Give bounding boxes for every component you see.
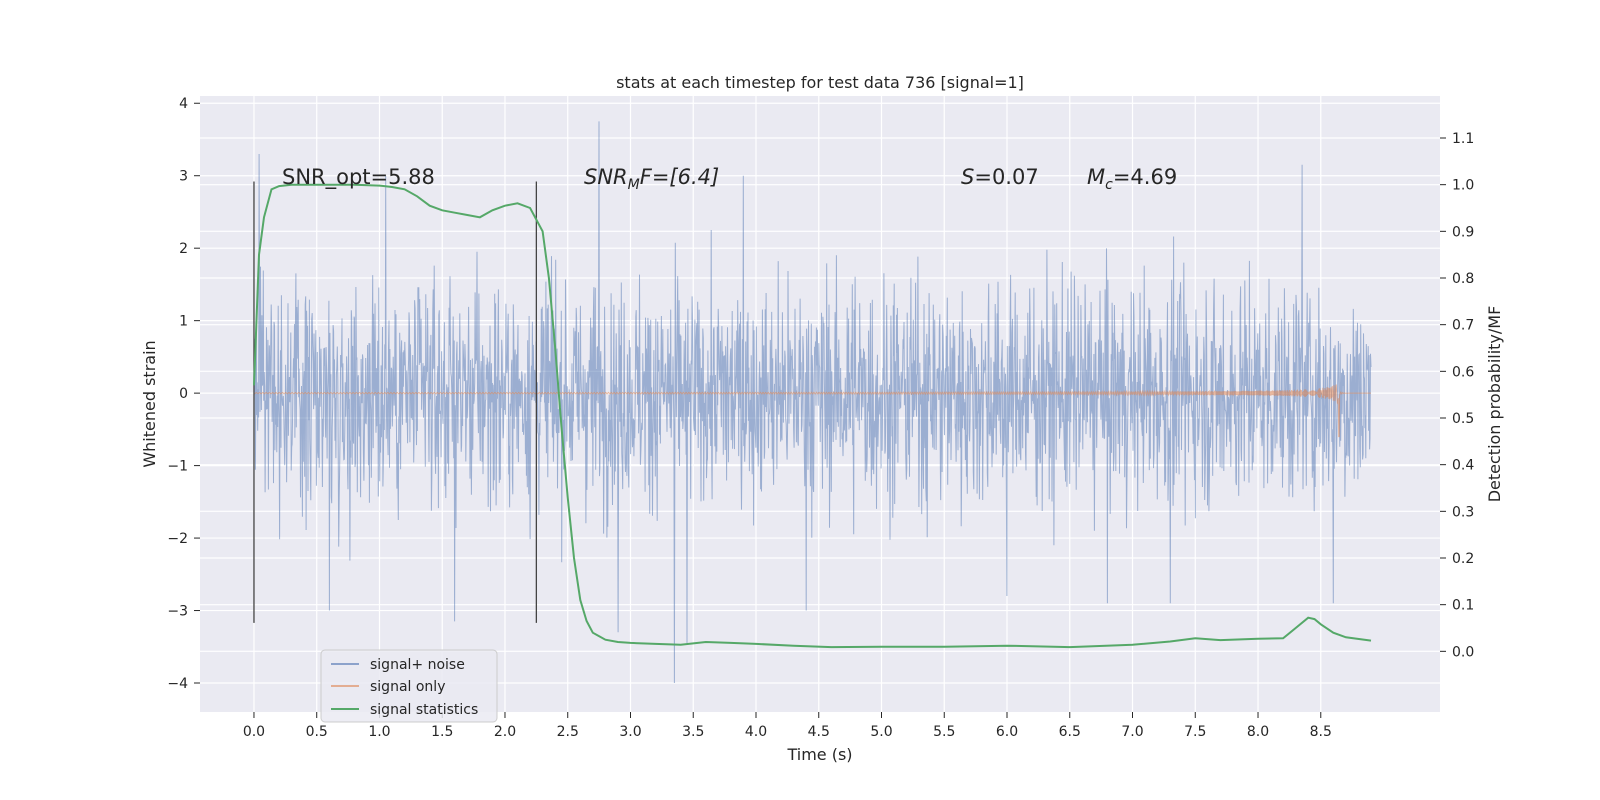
y-left-tick-label: 1 bbox=[179, 314, 188, 330]
x-tick-label: 3.0 bbox=[619, 724, 641, 740]
y-left-tick-label: −4 bbox=[167, 676, 188, 692]
y-left-axis-label: Whitened strain bbox=[140, 340, 159, 467]
annotation-chirp-mass: Mc=4.69 bbox=[1087, 165, 1177, 193]
y-right-tick-label: 0.2 bbox=[1452, 551, 1474, 567]
y-left-axis-ticks: −4 −3 −2 −1 0 1 2 3 4 bbox=[167, 96, 200, 692]
y-right-tick-label: 0.3 bbox=[1452, 504, 1474, 520]
y-left-tick-label: −1 bbox=[167, 459, 188, 475]
x-tick-label: 6.5 bbox=[1059, 724, 1081, 740]
y-right-axis-label: Detection probability/MF bbox=[1485, 306, 1504, 503]
annotation-snr-mf: SNRMF=[6.4] bbox=[584, 165, 719, 193]
legend-label-noise: signal+ noise bbox=[370, 657, 465, 673]
annotation-s-value: S=0.07 bbox=[961, 165, 1039, 189]
annotation-snr-opt: SNR_opt=5.88 bbox=[282, 165, 435, 190]
y-right-tick-label: 0.1 bbox=[1452, 598, 1474, 614]
y-right-tick-label: 0.9 bbox=[1452, 224, 1474, 240]
x-tick-label: 6.0 bbox=[996, 724, 1018, 740]
y-right-tick-label: 0.0 bbox=[1452, 644, 1474, 660]
y-right-tick-label: 0.7 bbox=[1452, 318, 1474, 334]
annotation-mc-sub: c bbox=[1105, 177, 1113, 193]
x-tick-label: 2.5 bbox=[557, 724, 579, 740]
y-left-tick-label: −3 bbox=[167, 604, 188, 620]
series-signal-only bbox=[253, 384, 1371, 438]
y-right-tick-label: 0.4 bbox=[1452, 458, 1474, 474]
x-tick-label: 4.0 bbox=[745, 724, 767, 740]
y-right-tick-label: 1.0 bbox=[1452, 178, 1474, 194]
y-left-tick-label: 3 bbox=[179, 169, 188, 185]
legend-label-stats: signal statistics bbox=[370, 702, 478, 718]
x-tick-label: 8.5 bbox=[1310, 724, 1332, 740]
x-axis-label: Time (s) bbox=[786, 745, 852, 764]
y-right-tick-label: 0.8 bbox=[1452, 271, 1474, 287]
chart-title: stats at each timestep for test data 736… bbox=[616, 73, 1024, 92]
x-tick-label: 0.5 bbox=[306, 724, 328, 740]
y-left-tick-label: 4 bbox=[179, 96, 188, 112]
y-left-tick-label: 0 bbox=[179, 386, 188, 402]
x-tick-label: 8.0 bbox=[1247, 724, 1269, 740]
y-right-tick-label: 0.6 bbox=[1452, 364, 1474, 380]
x-tick-label: 7.5 bbox=[1184, 724, 1206, 740]
series-signal-statistics bbox=[253, 183, 1372, 649]
x-tick-label: 1.0 bbox=[368, 724, 390, 740]
annotations: SNR_opt=5.88 SNRMF=[6.4] S=0.07 Mc=4.69 bbox=[282, 165, 1177, 193]
vertical-markers bbox=[253, 181, 538, 623]
annotation-s-rest: =0.07 bbox=[974, 165, 1038, 189]
x-tick-label: 7.0 bbox=[1121, 724, 1143, 740]
y-right-tick-label: 1.1 bbox=[1452, 131, 1474, 147]
annotation-mc-rest: =4.69 bbox=[1113, 165, 1177, 189]
annotation-mc-base: M bbox=[1087, 165, 1105, 189]
annotation-s-base: S bbox=[961, 165, 974, 189]
legend-box bbox=[320, 649, 498, 723]
x-tick-label: 1.5 bbox=[431, 724, 453, 740]
y-right-tick-label: 0.5 bbox=[1452, 411, 1474, 427]
x-axis-ticks: 0.0 0.5 1.0 1.5 2.0 2.5 3.0 3.5 4.0 4.5 5.0 5.5 6.0 6… bbox=[243, 712, 1332, 740]
annotation-snr-mf-base: SNR bbox=[584, 165, 628, 189]
annotation-snr-mf-sub: M bbox=[628, 177, 640, 193]
annotation-snr-mf-rest: F=[6.4] bbox=[640, 165, 719, 189]
x-tick-label: 5.5 bbox=[933, 724, 955, 740]
x-tick-label: 2.0 bbox=[494, 724, 516, 740]
y-left-tick-label: 2 bbox=[179, 241, 188, 257]
y-right-axis-ticks: 0.0 0.1 0.2 0.3 0.4 0.5 0.6 0.7 0.8 0.9 1.0 1.1 bbox=[1440, 131, 1474, 660]
x-tick-label: 5.0 bbox=[870, 724, 892, 740]
x-tick-label: 3.5 bbox=[682, 724, 704, 740]
series-signal-plus-noise bbox=[253, 121, 1372, 684]
x-tick-label: 4.5 bbox=[808, 724, 830, 740]
legend-label-signal: signal only bbox=[370, 679, 445, 695]
x-tick-label: 0.0 bbox=[243, 724, 265, 740]
legend: signal+ noise signal only signal statist… bbox=[320, 649, 498, 723]
y-left-tick-label: −2 bbox=[167, 531, 188, 547]
